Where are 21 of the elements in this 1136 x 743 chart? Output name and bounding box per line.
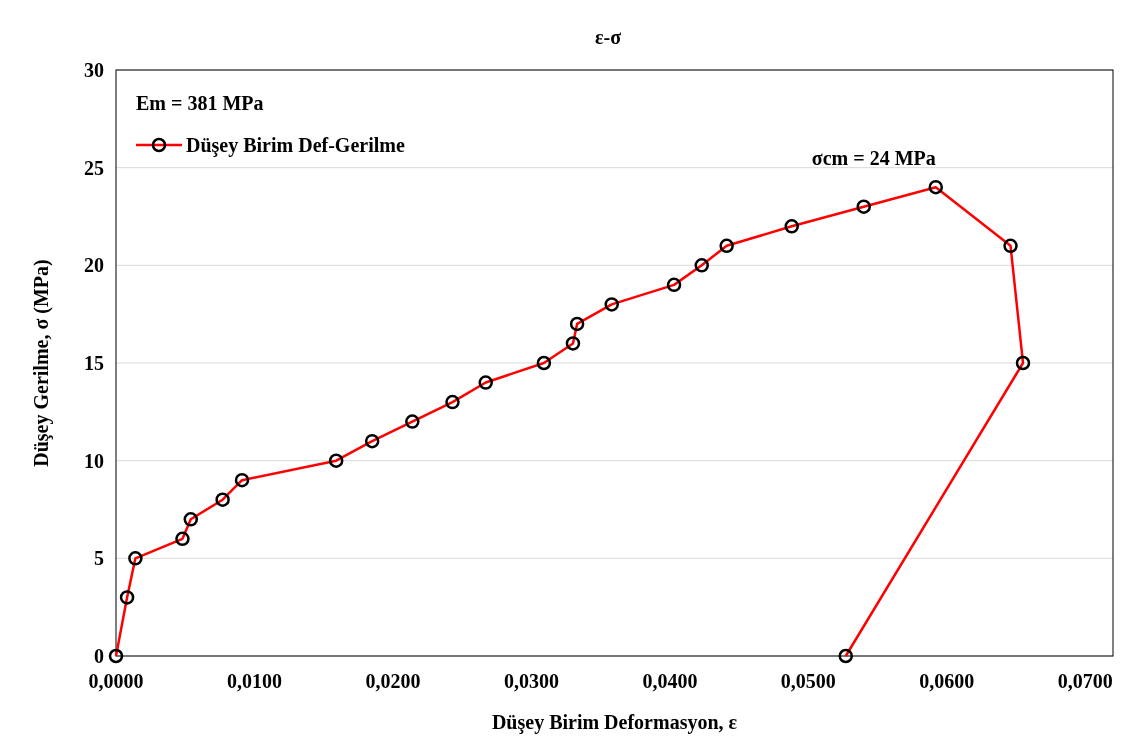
x-axis-title: Düşey Birim Deformasyon, ε (491, 711, 738, 734)
x-tick-label: 0,0000 (88, 670, 144, 692)
x-tick-label: 0,0400 (642, 670, 698, 692)
y-tick-label: 10 (84, 449, 104, 472)
legend-label: Düşey Birim Def-Gerilme (186, 134, 405, 157)
x-tick-label: 0,0100 (226, 670, 282, 692)
x-tick-label: 0,0500 (780, 670, 836, 692)
y-tick-label: 25 (84, 156, 104, 179)
y-tick-label: 30 (84, 59, 104, 81)
y-axis-title: Düşey Gerilme, σ (MPa) (30, 259, 53, 467)
y-tick-label: 0 (94, 645, 104, 667)
x-tick-label: 0,0200 (365, 670, 421, 692)
annotation: σcm = 24 MPa (811, 147, 936, 170)
y-tick-label: 20 (84, 254, 104, 277)
y-tick-label: 5 (94, 547, 104, 570)
x-tick-label: 0,0600 (919, 670, 975, 692)
chart-title: ε-σ (594, 26, 622, 48)
y-tick-label: 15 (84, 352, 104, 374)
x-tick-label: 0,0700 (1057, 670, 1113, 692)
x-tick-label: 0,0300 (503, 670, 559, 692)
annotation: Em = 381 MPa (136, 92, 264, 114)
